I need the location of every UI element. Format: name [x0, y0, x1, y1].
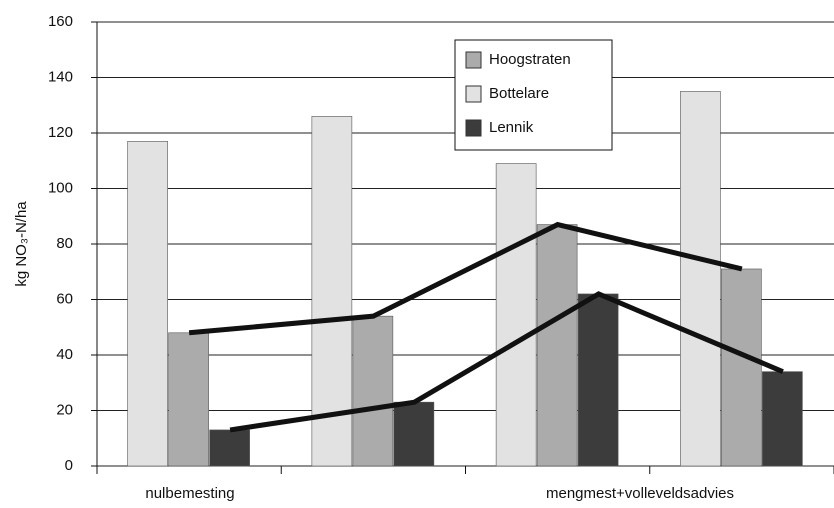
legend-label: Bottelare — [489, 85, 549, 102]
bar — [721, 268, 762, 467]
bar — [680, 91, 721, 467]
legend-swatch — [465, 85, 482, 103]
legend-swatch — [465, 119, 482, 137]
bar — [168, 332, 209, 467]
y-tick-label: 60 — [56, 290, 73, 307]
y-tick-label: 40 — [56, 346, 73, 363]
x-group-label: mengmest+volleveldsadvies — [546, 485, 734, 502]
legend-label: Hoogstraten — [489, 51, 571, 68]
bar — [393, 401, 435, 467]
y-axis-label: kg NO₃-N/ha — [13, 201, 30, 287]
y-tick-label: 160 — [48, 13, 73, 30]
bar — [209, 429, 250, 467]
y-tick-label: 0 — [65, 457, 73, 474]
trend-line — [188, 221, 743, 336]
bar — [536, 224, 578, 467]
bar — [762, 371, 803, 467]
y-tick-label: 120 — [48, 124, 73, 141]
bar — [495, 163, 537, 467]
y-tick-label: 100 — [48, 179, 73, 196]
legend-label: Lennik — [489, 119, 534, 136]
trend-line — [229, 291, 784, 433]
x-group-label: nulbemesting — [145, 485, 234, 502]
bar — [577, 293, 619, 467]
legend-swatch — [465, 51, 482, 69]
y-tick-label: 20 — [56, 401, 73, 418]
y-tick-label: 140 — [48, 68, 73, 85]
bar — [352, 315, 394, 467]
bar — [311, 116, 353, 467]
bar — [127, 141, 168, 467]
y-tick-label: 80 — [56, 235, 73, 252]
